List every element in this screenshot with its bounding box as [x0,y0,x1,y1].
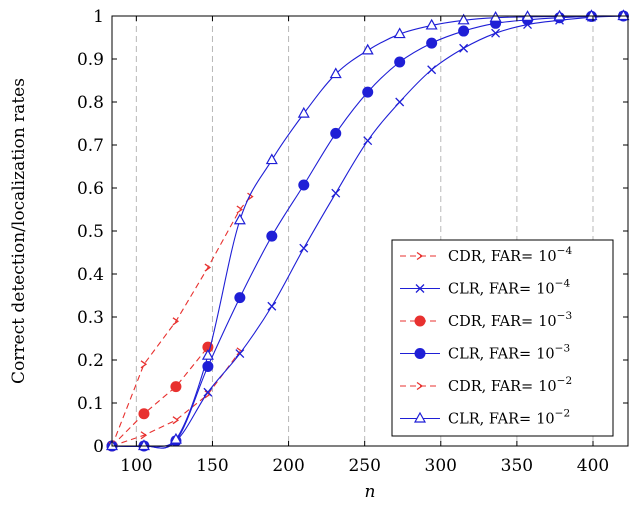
data-point [393,27,406,39]
series-line [111,15,624,449]
data-point [395,97,405,107]
legend-label: CDR, FAR= 10−3 [448,310,572,330]
legend-marker [414,315,426,327]
legend-marker [414,348,426,359]
data-point [235,349,245,359]
series-5 [105,9,630,451]
legend-marker [415,284,425,293]
x-tick-label: 400 [577,456,609,476]
legend-label: CDR, FAR= 10−4 [448,245,572,265]
data-point [204,263,212,272]
y-tick-label: 0.1 [77,394,104,414]
data-point [329,67,342,79]
series-2 [106,341,214,452]
data-point [298,179,310,191]
x-tick-label: 300 [425,456,457,476]
data-point [140,431,148,440]
data-point [458,25,470,37]
y-axis-label: Correct detection/localization rates [9,78,29,384]
data-point [330,127,342,139]
y-tick-label: 0.9 [77,50,104,70]
legend-label: CLR, FAR= 10−2 [448,408,570,428]
legend: CDR, FAR= 10−4 CLR, FAR= 10−4 CDR, FAR= 10−3 C… [391,239,614,437]
legend-item: CDR, FAR= 10−4 [400,245,572,265]
axis-ticks: 100 150 200 250 300 350 400 0 0.1 0.2 0.3 0.4 0.5 0.6… [77,7,628,476]
data-point [553,9,566,21]
data-point [172,317,180,326]
data-point [491,28,501,38]
series-layer [105,9,630,452]
series-line [111,196,251,447]
data-point [299,243,309,253]
series-line [111,15,624,449]
data-point [203,387,213,397]
data-point [489,10,502,22]
legend-box [391,239,614,437]
legend-marker [416,251,424,261]
x-tick-label: 150 [196,456,228,476]
series-line [111,351,241,447]
data-point [140,360,148,369]
legend-item: CDR, FAR= 10−3 [400,310,572,330]
y-tick-label: 0.4 [77,265,104,285]
legend-label: CDR, FAR= 10−2 [448,375,572,395]
data-point [169,432,182,444]
y-tick-label: 0 [93,437,104,457]
data-point [457,13,470,25]
data-point [201,348,214,360]
y-tick-label: 0.6 [77,179,104,199]
series-4 [108,192,254,451]
data-point [267,301,277,311]
data-point [427,65,437,75]
series-line [111,346,209,447]
data-point [363,136,373,146]
data-point [361,43,374,55]
x-tick-label: 200 [272,456,304,476]
legend-item: CDR, FAR= 10−2 [400,375,572,395]
data-point [266,230,278,242]
legend-marker [416,381,424,391]
data-point [138,408,150,420]
data-point [234,292,246,304]
legend-item: CLR, FAR= 10−3 [400,343,570,363]
data-point [170,381,182,393]
data-point [137,439,150,451]
y-tick-label: 0.3 [77,308,104,328]
legend-item: CLR, FAR= 10−2 [400,408,570,428]
x-tick-label: 250 [348,456,380,476]
y-tick-label: 0.5 [77,222,104,242]
data-point [247,192,254,201]
legend-label: CLR, FAR= 10−4 [448,278,570,298]
x-tick-label: 350 [501,456,533,476]
data-point [362,86,374,98]
legend-item: CLR, FAR= 10−4 [400,278,570,298]
data-point [426,37,438,49]
data-point [233,213,246,225]
x-axis-label: n [365,482,376,502]
data-point [425,18,438,30]
data-point [297,106,310,118]
data-point [172,416,180,425]
legend-marker [413,411,427,423]
y-tick-label: 0.7 [77,136,104,156]
data-point [265,153,278,165]
y-tick-label: 0.2 [77,351,104,371]
data-point [331,188,341,198]
y-tick-label: 0.8 [77,93,104,113]
legend-label: CLR, FAR= 10−3 [448,343,570,363]
data-point [617,9,630,21]
x-tick-label: 100 [120,456,152,476]
data-point [394,56,406,68]
y-tick-label: 1 [93,7,104,27]
data-point [459,43,469,53]
data-point [585,9,598,21]
data-point [236,205,243,214]
